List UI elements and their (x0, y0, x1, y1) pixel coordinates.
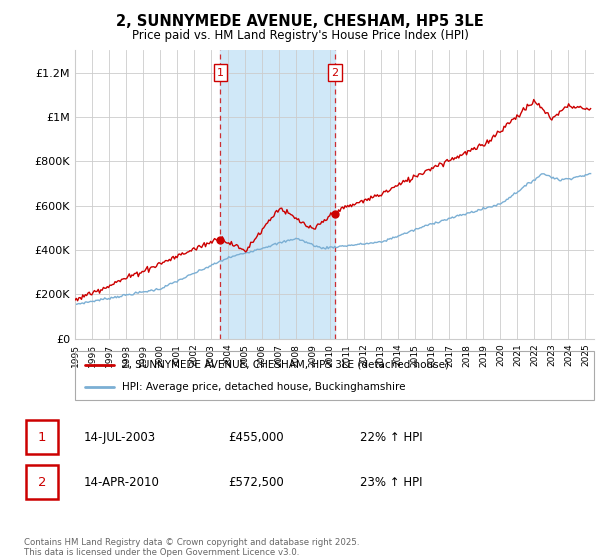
Text: 2: 2 (38, 475, 46, 489)
Text: 23% ↑ HPI: 23% ↑ HPI (360, 475, 422, 489)
Text: HPI: Average price, detached house, Buckinghamshire: HPI: Average price, detached house, Buck… (122, 381, 405, 391)
Text: 1: 1 (38, 431, 46, 444)
Text: 2, SUNNYMEDE AVENUE, CHESHAM, HP5 3LE: 2, SUNNYMEDE AVENUE, CHESHAM, HP5 3LE (116, 14, 484, 29)
Text: £572,500: £572,500 (228, 475, 284, 489)
Text: £455,000: £455,000 (228, 431, 284, 444)
Text: 14-JUL-2003: 14-JUL-2003 (84, 431, 156, 444)
Bar (220, 50, 335, 339)
Text: Price paid vs. HM Land Registry's House Price Index (HPI): Price paid vs. HM Land Registry's House … (131, 29, 469, 42)
Text: 1: 1 (217, 68, 224, 78)
Text: Contains HM Land Registry data © Crown copyright and database right 2025.
This d: Contains HM Land Registry data © Crown c… (24, 538, 359, 557)
Text: 2, SUNNYMEDE AVENUE, CHESHAM, HP5 3LE (detached house): 2, SUNNYMEDE AVENUE, CHESHAM, HP5 3LE (d… (122, 360, 449, 370)
Text: 2: 2 (331, 68, 338, 78)
Text: 14-APR-2010: 14-APR-2010 (84, 475, 160, 489)
Text: 22% ↑ HPI: 22% ↑ HPI (360, 431, 422, 444)
